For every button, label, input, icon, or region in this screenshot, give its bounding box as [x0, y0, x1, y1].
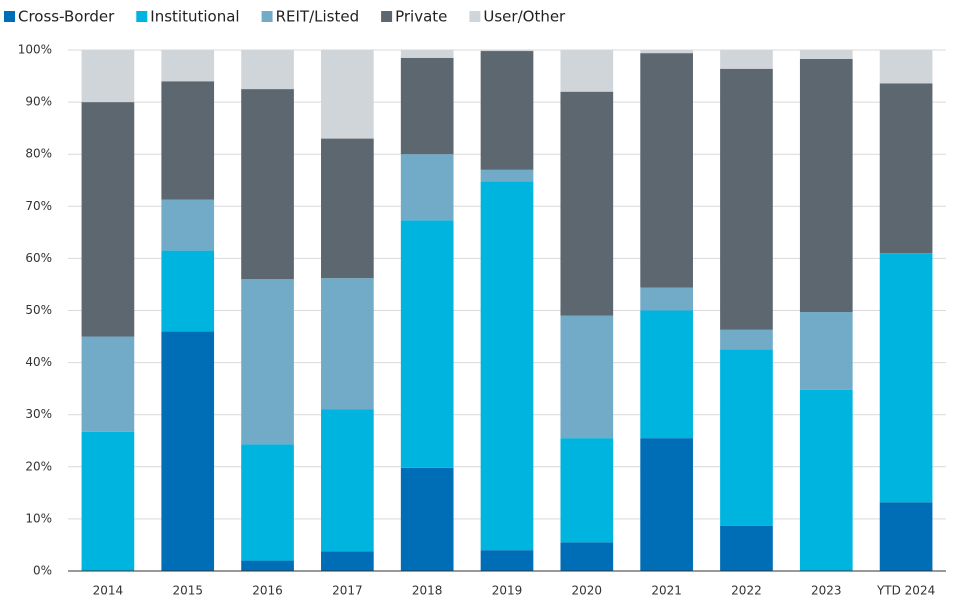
bar-segment — [161, 50, 215, 82]
bar-segment — [400, 154, 454, 221]
bar-segment — [879, 50, 933, 84]
y-tick-label: 20% — [25, 459, 52, 473]
bar-segment — [480, 51, 534, 170]
bar-segment — [400, 50, 454, 58]
y-tick-label: 90% — [25, 95, 52, 109]
bar-segment — [81, 50, 135, 103]
bar-segment — [799, 50, 853, 59]
bar-segment — [560, 542, 614, 571]
bar-segment — [241, 279, 294, 445]
bar-segment — [161, 331, 215, 571]
bar-segment — [81, 431, 135, 571]
bar-segment — [560, 91, 614, 316]
x-tick-label: 2014 — [93, 584, 124, 598]
legend-label: Cross-Border — [18, 8, 115, 26]
legend-label: REIT/Listed — [276, 8, 360, 26]
bar-segment — [161, 250, 215, 332]
bar-segment — [799, 389, 853, 571]
legend-swatch — [136, 11, 148, 22]
bar-segment — [241, 89, 294, 280]
x-tick-label: 2016 — [252, 584, 283, 598]
bar-segment — [720, 50, 773, 69]
bar-segment — [879, 253, 933, 503]
bar-segment — [799, 58, 853, 313]
bar-segment — [720, 329, 773, 350]
bar-segment — [161, 199, 215, 251]
bar-segment — [640, 310, 693, 439]
x-tick-label: 2017 — [332, 584, 363, 598]
bar-segment — [241, 560, 294, 571]
x-tick-label: 2022 — [731, 584, 762, 598]
bar-segment — [480, 169, 534, 182]
y-tick-label: 70% — [25, 199, 52, 213]
legend-label: Institutional — [150, 8, 239, 26]
legend-label: Private — [395, 8, 447, 26]
y-tick-label: 60% — [25, 251, 52, 265]
bar-segment — [161, 81, 215, 200]
x-tick-label: 2023 — [811, 584, 842, 598]
y-tick-label: 10% — [25, 511, 52, 525]
bar-segment — [879, 502, 933, 571]
bar-segment — [720, 349, 773, 526]
bar-segment — [640, 53, 693, 288]
bar-segment — [480, 181, 534, 551]
x-tick-label: 2019 — [492, 584, 523, 598]
bar-segment — [640, 438, 693, 571]
bar-segment — [400, 57, 454, 155]
bar-segment — [81, 336, 135, 432]
bar-segment — [560, 50, 614, 92]
bar-segment — [241, 50, 294, 90]
bar-segment — [321, 278, 374, 410]
bar-segment — [720, 68, 773, 330]
bar-segment — [241, 444, 294, 561]
y-tick-label: 80% — [25, 147, 52, 161]
bar-segment — [400, 220, 454, 468]
x-tick-label: YTD 2024 — [876, 584, 935, 598]
bar-segment — [400, 467, 454, 571]
bar-segment — [799, 312, 853, 390]
bar-segment — [321, 138, 374, 279]
bar-segment — [81, 102, 135, 337]
legend-swatch — [4, 11, 15, 22]
y-tick-label: 30% — [25, 407, 52, 421]
x-tick-label: 2015 — [172, 584, 203, 598]
legend-label: User/Other — [483, 8, 566, 26]
legend-swatch — [261, 11, 273, 22]
y-tick-label: 100% — [18, 43, 52, 57]
bar-segment — [480, 50, 534, 52]
bar-segment — [560, 438, 614, 543]
bar-segment — [321, 551, 374, 571]
bar-segment — [560, 315, 614, 439]
legend: Cross-Border Institutional REIT/Listed Priv… — [4, 8, 566, 26]
bar-segment — [640, 50, 693, 54]
bar-segment — [640, 287, 693, 311]
x-tick-label: 2018 — [412, 584, 443, 598]
x-tick-label: 2021 — [651, 584, 682, 598]
y-tick-label: 0% — [33, 564, 52, 578]
legend-swatch — [469, 11, 481, 22]
bar-segment — [321, 50, 374, 139]
legend-swatch — [381, 11, 393, 22]
x-tick-label: 2020 — [572, 584, 603, 598]
y-tick-label: 40% — [25, 355, 52, 369]
bar-segment — [720, 525, 773, 571]
y-tick-label: 50% — [25, 303, 52, 317]
bar-segment — [321, 409, 374, 552]
bar-segment — [879, 83, 933, 254]
bar-segment — [480, 550, 534, 571]
